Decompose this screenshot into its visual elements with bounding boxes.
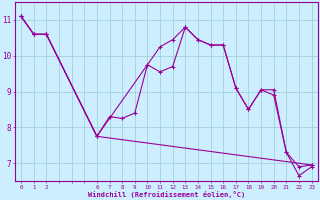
X-axis label: Windchill (Refroidissement éolien,°C): Windchill (Refroidissement éolien,°C) xyxy=(88,191,245,198)
